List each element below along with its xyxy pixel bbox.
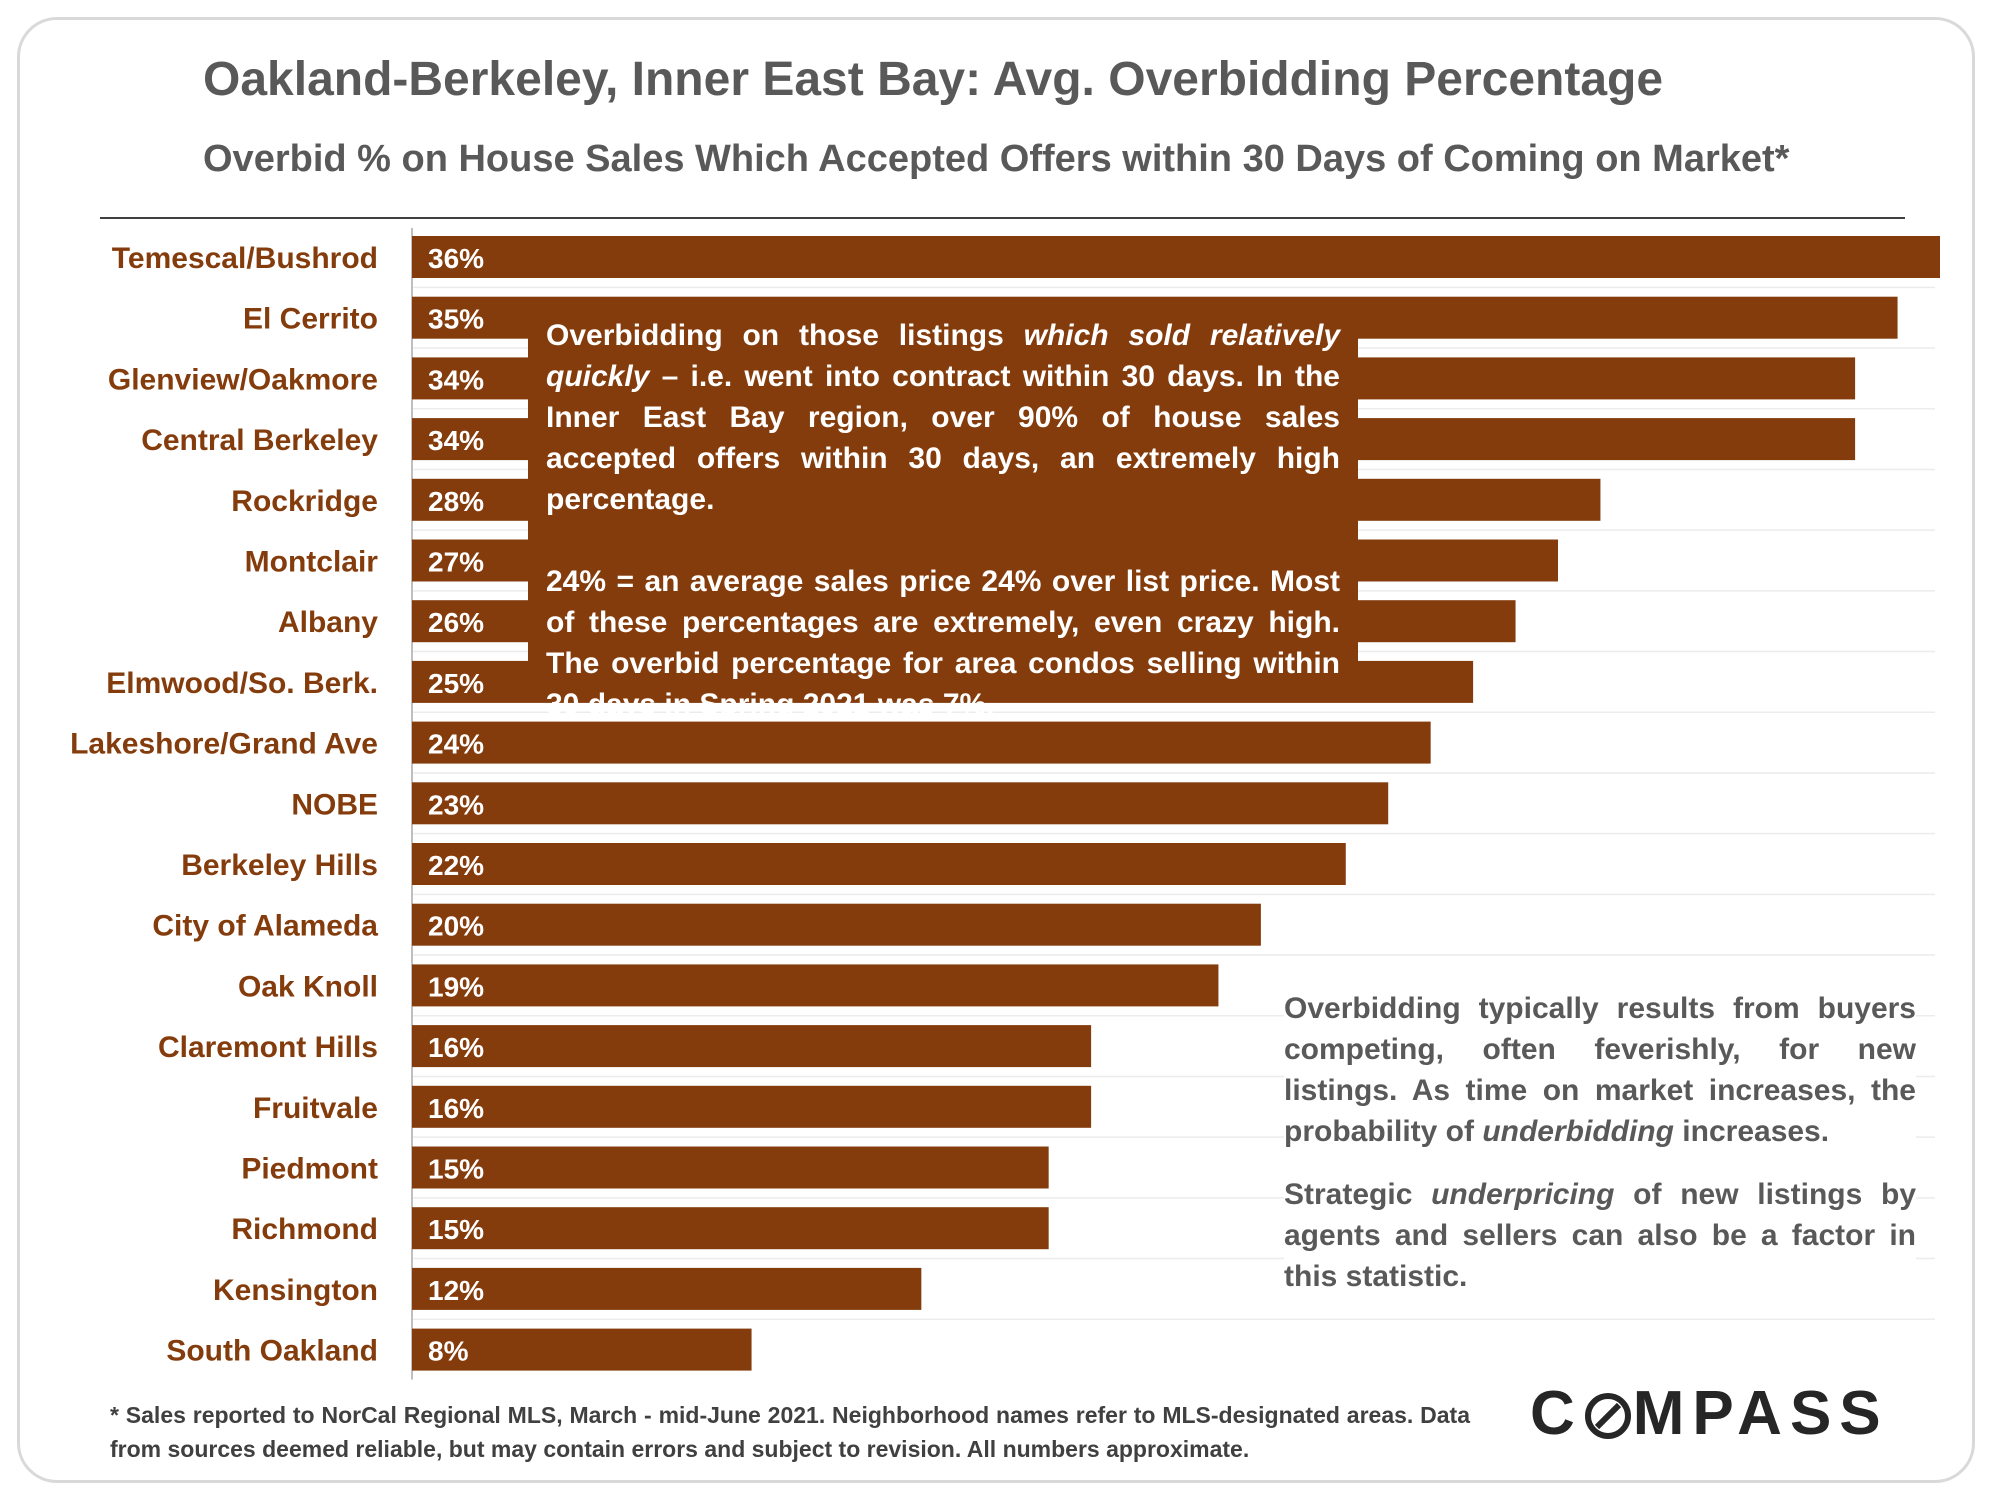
value-label: 19%	[428, 971, 484, 1002]
footnote: * Sales reported to NorCal Regional MLS,…	[110, 1402, 1470, 1462]
category-label: Claremont Hills	[158, 1031, 378, 1064]
value-label: 34%	[428, 364, 484, 395]
category-label: Richmond	[231, 1213, 378, 1246]
value-label: 27%	[428, 547, 484, 578]
value-label: 23%	[428, 789, 484, 820]
side-note-paragraph-2: Strategic underpricing of new listings b…	[1284, 1178, 1917, 1293]
category-label: South Oakland	[166, 1335, 378, 1368]
value-label: 15%	[428, 1154, 484, 1185]
value-label: 36%	[428, 243, 484, 274]
value-label: 25%	[428, 668, 484, 699]
bar	[412, 1207, 1049, 1250]
chart-subtitle: Overbid % on House Sales Which Accepted …	[203, 138, 1790, 180]
bar	[412, 903, 1261, 946]
compass-o-icon	[1584, 1393, 1631, 1439]
compass-logo: C MPASS	[1530, 1379, 1889, 1448]
title-divider	[100, 217, 1905, 219]
bar	[412, 1085, 1092, 1128]
category-label: Montclair	[245, 546, 379, 579]
category-label: Oak Knoll	[238, 970, 378, 1003]
category-label: Central Berkeley	[141, 424, 378, 457]
category-label: Rockridge	[231, 485, 378, 518]
annotation-paragraph-1: Overbidding on those listings which sold…	[546, 319, 1340, 516]
category-label: Temescal/Bushrod	[112, 242, 378, 275]
category-label: Glenview/Oakmore	[108, 363, 378, 396]
bar	[412, 843, 1346, 885]
value-label: 16%	[428, 1093, 484, 1124]
annotation-paragraph-2: 24% = an average sales price 24% over li…	[546, 565, 1340, 721]
category-label: Lakeshore/Grand Ave	[70, 728, 378, 761]
category-label: El Cerrito	[243, 303, 378, 336]
bar	[412, 1146, 1049, 1189]
category-label: Elmwood/So. Berk.	[106, 667, 378, 700]
bar	[412, 1267, 922, 1310]
side-note-paragraph-1: Overbidding typically results from buyer…	[1284, 992, 1916, 1148]
category-label: Berkeley Hills	[181, 849, 378, 882]
chart-title: Oakland-Berkeley, Inner East Bay: Avg. O…	[203, 53, 1664, 106]
value-label: 34%	[428, 425, 484, 456]
bar	[412, 964, 1219, 1007]
category-label: Piedmont	[241, 1153, 378, 1186]
side-note: Overbidding typically results from buyer…	[1284, 988, 1916, 1297]
value-label: 35%	[428, 304, 484, 335]
category-label: City of Alameda	[152, 910, 378, 943]
bar	[412, 782, 1389, 825]
value-label: 24%	[428, 729, 484, 760]
value-label: 22%	[428, 850, 484, 881]
value-label: 16%	[428, 1032, 484, 1063]
bar	[412, 1025, 1092, 1068]
category-label: Fruitvale	[253, 1092, 378, 1125]
annotation-box: Overbidding on those listings which sold…	[528, 315, 1358, 721]
value-label: 12%	[428, 1275, 484, 1306]
category-label: Kensington	[213, 1274, 378, 1307]
value-label: 8%	[428, 1336, 469, 1367]
bar	[412, 1328, 752, 1371]
bar	[412, 236, 1940, 278]
bar	[412, 721, 1431, 764]
value-label: 15%	[428, 1214, 484, 1245]
value-label: 26%	[428, 607, 484, 638]
category-label: NOBE	[291, 788, 378, 821]
category-label: Albany	[278, 606, 378, 639]
value-label: 20%	[428, 911, 484, 942]
value-label: 28%	[428, 486, 484, 517]
